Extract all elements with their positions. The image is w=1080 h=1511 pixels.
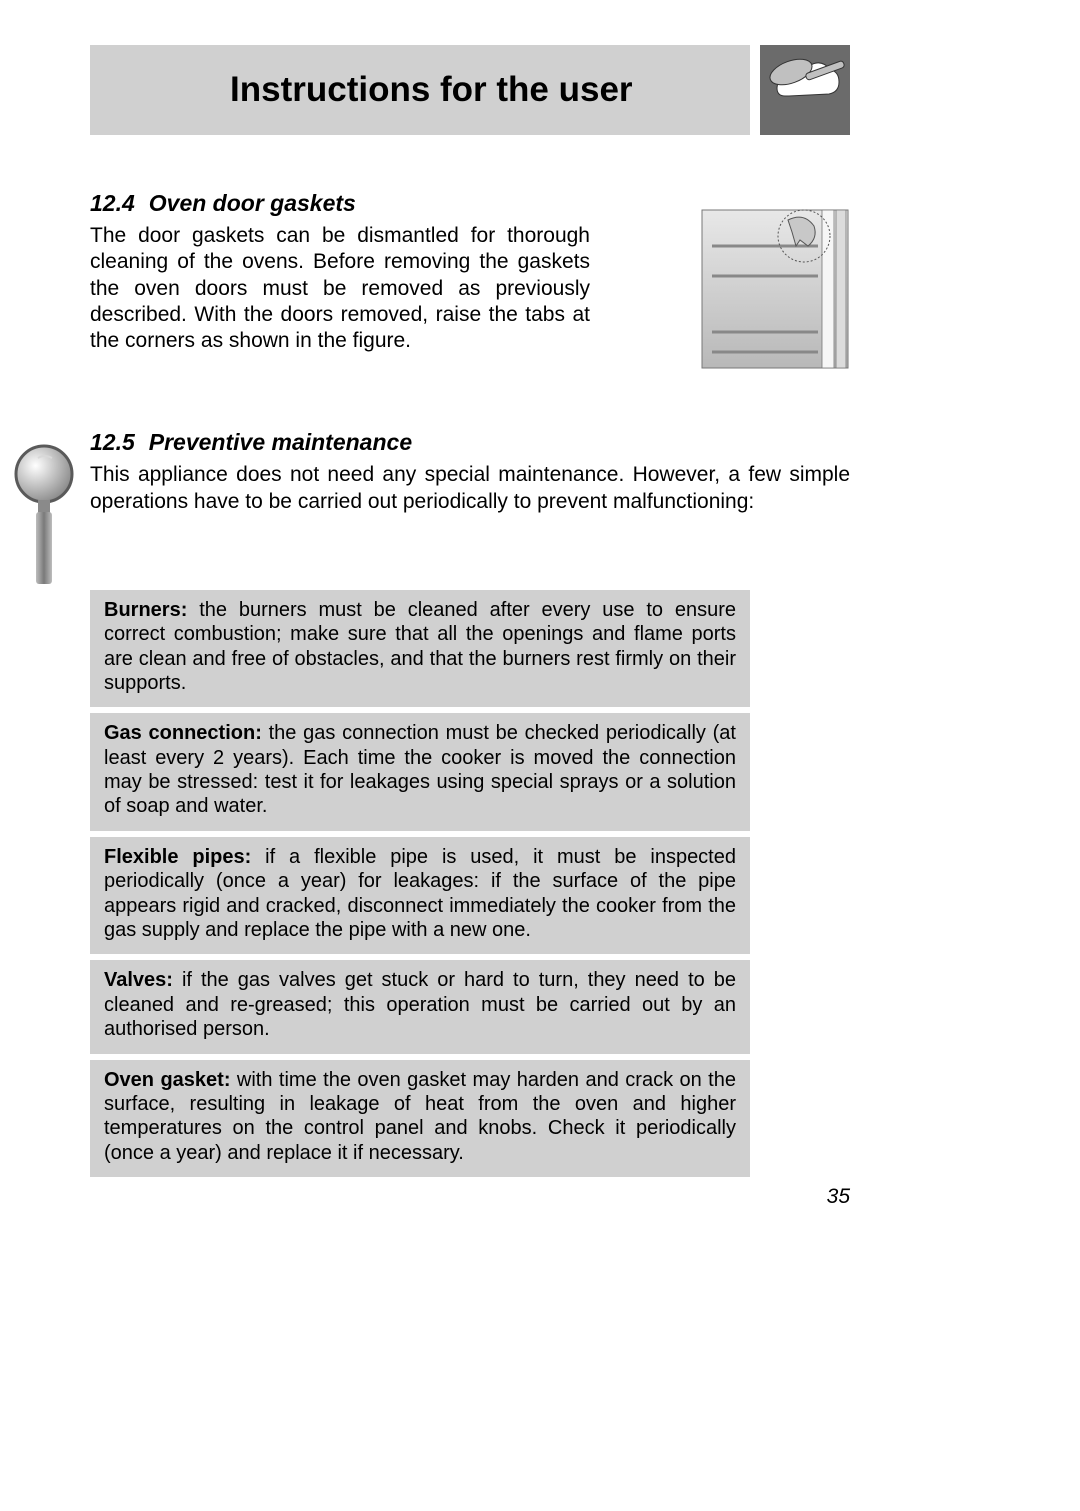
page-title: Instructions for the user <box>230 70 633 110</box>
spoon-cloud-icon <box>760 45 850 135</box>
maint-item-burners: Burners: the burners must be cleaned aft… <box>90 590 750 714</box>
section-12-4: 12.4 Oven door gaskets The door gaskets c… <box>90 190 850 354</box>
oven-corner-figure <box>700 202 850 372</box>
section-12-5-intro: This appliance does not need any special… <box>90 462 850 515</box>
section-title: Preventive maintenance <box>149 429 412 455</box>
section-number: 12.4 <box>90 190 135 216</box>
maint-label: Flexible pipes: <box>104 846 251 868</box>
magnifying-glass-icon <box>12 444 76 599</box>
maint-label: Burners: <box>104 599 187 621</box>
page-number: 35 <box>90 1185 850 1209</box>
page-content: Instructions for the user 12.4 Oven door … <box>90 45 990 1177</box>
maint-item-valves: Valves: if the gas valves get stuck or h… <box>90 960 750 1059</box>
maint-text: the burners must be cleaned after every … <box>104 599 736 694</box>
section-title: Oven door gaskets <box>149 190 356 216</box>
section-number: 12.5 <box>90 429 135 455</box>
section-12-5: 12.5 Preventive maintenance This applianc… <box>90 429 850 1177</box>
content-area: 12.4 Oven door gaskets The door gaskets c… <box>90 190 850 1177</box>
section-12-4-text: The door gaskets can be dismantled for t… <box>90 223 590 354</box>
maint-item-flexible-pipes: Flexible pipes: if a flexible pipe is us… <box>90 837 750 961</box>
maint-label: Oven gasket: <box>104 1069 230 1091</box>
maint-label: Gas connection: <box>104 722 262 744</box>
maint-label: Valves: <box>104 969 173 991</box>
maint-item-gas-connection: Gas connection: the gas connection must … <box>90 713 750 837</box>
section-heading-12-5: 12.5 Preventive maintenance <box>90 429 850 456</box>
maintenance-list: Burners: the burners must be cleaned aft… <box>90 590 750 1177</box>
maint-text: if the gas valves get stuck or hard to t… <box>104 969 736 1040</box>
header-bar: Instructions for the user <box>90 45 750 135</box>
maint-item-oven-gasket: Oven gasket: with time the oven gasket m… <box>90 1060 750 1178</box>
